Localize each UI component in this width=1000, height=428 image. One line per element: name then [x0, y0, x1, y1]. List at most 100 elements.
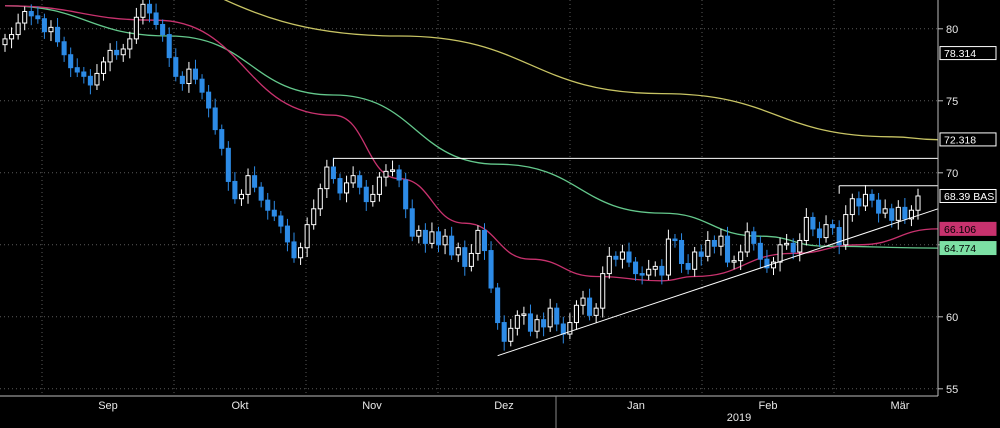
candle: [376, 172, 382, 202]
candle: [403, 172, 409, 219]
candle: [219, 124, 225, 156]
candle-body-up: [803, 216, 809, 241]
candle: [416, 225, 422, 244]
candle: [882, 199, 888, 219]
candle-body-up: [770, 261, 777, 269]
candle: [573, 300, 579, 330]
candle: [580, 290, 586, 315]
candle-body-down: [836, 227, 842, 246]
candle: [803, 208, 809, 246]
candle-body-down: [495, 287, 501, 324]
candle: [514, 310, 520, 336]
candle: [442, 228, 448, 255]
candle-body-down: [554, 307, 560, 325]
candle: [278, 210, 284, 234]
candle-body-up: [600, 273, 606, 309]
candle: [757, 236, 763, 269]
candle-body-down: [810, 216, 816, 230]
candle-body-down: [199, 78, 205, 93]
candle: [567, 313, 573, 340]
candle-body-up: [429, 231, 435, 244]
candle-body-up: [646, 268, 652, 276]
last-price-tag-box: [939, 46, 997, 61]
candle-body-down: [672, 238, 678, 242]
candle-body-up: [593, 307, 599, 316]
candle: [324, 159, 330, 198]
candle: [22, 6, 28, 31]
candle: [107, 43, 113, 72]
candle-body-down: [160, 23, 166, 36]
level-tag-2-box: [939, 221, 997, 236]
candle: [495, 282, 501, 330]
candle-body-down: [685, 263, 691, 270]
candle-body-down: [462, 247, 468, 267]
candle: [521, 306, 527, 325]
candle-body-up: [15, 22, 21, 36]
candle-body-down: [291, 241, 297, 259]
candle-body-down: [639, 273, 645, 276]
candle-body-up: [100, 61, 107, 74]
candle: [146, 0, 153, 23]
level-tag-3: 64.774: [939, 241, 997, 256]
x-axis-ticks: Sep Okt Nov Dez Jan Feb Mär 2019: [98, 396, 910, 428]
candle: [455, 242, 461, 263]
candle-body-up: [534, 319, 540, 332]
candle-body-up: [744, 231, 750, 253]
candle: [685, 254, 691, 275]
candle-body-down: [856, 198, 862, 207]
level-tag-1: 72.318: [939, 132, 997, 147]
candle-body-up: [127, 38, 133, 50]
candle-body-down: [902, 206, 908, 220]
candle-body-down: [626, 251, 632, 263]
candle: [915, 188, 921, 220]
candle-body-up: [567, 322, 573, 335]
candle-body-up: [777, 244, 783, 263]
x-tick-label: Feb: [759, 400, 778, 412]
candle: [225, 141, 231, 191]
candle: [862, 185, 868, 211]
candle-body-up: [908, 209, 914, 220]
candle: [81, 66, 87, 84]
candle: [337, 173, 343, 201]
candle: [311, 199, 317, 230]
candle: [508, 318, 514, 347]
candle-body-down: [488, 250, 494, 289]
support-trendline: [497, 208, 939, 357]
candle-body-up: [245, 175, 251, 195]
candle: [133, 7, 139, 44]
candle: [429, 222, 435, 249]
candle: [672, 234, 678, 248]
candle-body-up: [94, 72, 100, 86]
candle: [199, 74, 205, 100]
candle: [41, 13, 47, 39]
candle-body-up: [915, 195, 921, 211]
candle: [94, 64, 100, 90]
candle: [173, 48, 179, 82]
candle-body-down: [258, 186, 264, 201]
candle-body-down: [357, 175, 363, 188]
candle-body-up: [455, 247, 461, 256]
candle-body-down: [869, 193, 875, 201]
candle: [153, 3, 159, 30]
candle-body-up: [475, 229, 481, 254]
candle-body-down: [481, 229, 488, 252]
candle: [15, 13, 21, 40]
candle-body-up: [22, 11, 28, 24]
candle: [28, 4, 34, 26]
candle: [711, 235, 717, 254]
candle: [547, 298, 553, 332]
candle-body-up: [376, 176, 382, 195]
x-tick-label: Dez: [494, 400, 514, 412]
candle: [876, 192, 882, 223]
candle-body-down: [41, 18, 47, 33]
candle: [705, 231, 711, 262]
candle: [823, 215, 829, 243]
candle: [797, 233, 803, 262]
candle: [587, 288, 593, 321]
level-tag-1-text: 72.318: [944, 134, 976, 146]
candle: [363, 180, 369, 211]
x-tick-label: Sep: [98, 400, 118, 412]
candle-body-down: [146, 3, 153, 14]
candle: [61, 36, 67, 62]
